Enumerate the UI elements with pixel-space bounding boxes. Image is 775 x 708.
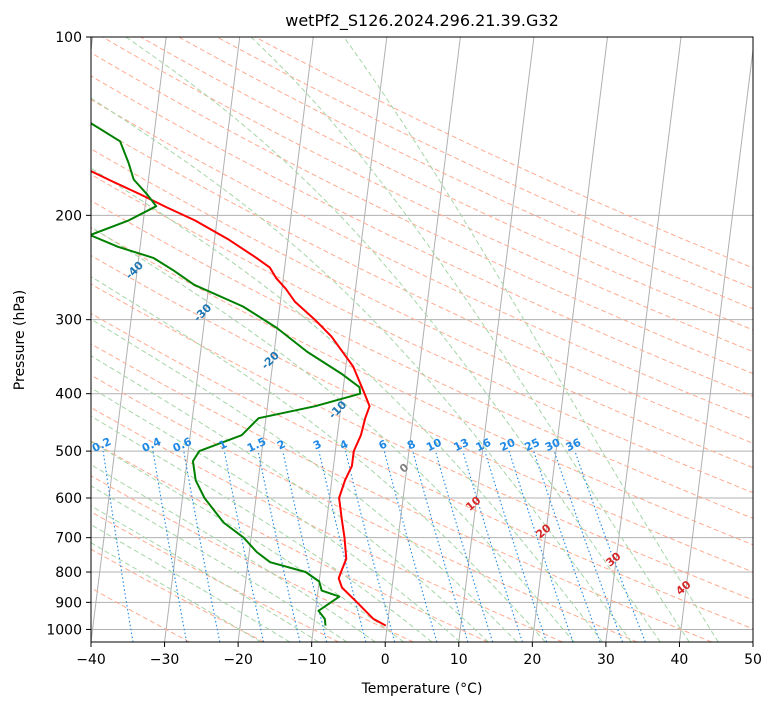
x-tick-label: 40 [671,652,689,668]
x-tick-label: −10 [297,652,327,668]
mixing-ratio-label: 13 [452,436,471,454]
mixing-ratio-line [102,451,134,642]
x-tick-label: 0 [381,652,390,668]
y-tick-label: 600 [55,491,82,507]
mixing-ratio-label: 25 [523,436,542,454]
dry-adiabat-line [91,440,489,642]
moist-adiabat-line [343,37,719,642]
y-tick-label: 500 [55,444,82,460]
dry-adiabat-line [91,406,563,642]
moist-adiabat-line [91,226,575,642]
isotherm-line [605,37,682,642]
dry-adiabat-line [91,148,753,469]
dry-adiabat-line [91,173,753,494]
mixing-ratio-label: 20 [498,436,518,454]
mixing-ratio-line [462,450,524,642]
temperature-profile-line [91,170,387,627]
mixing-ratio-line [484,450,548,642]
isotherm-line [678,45,753,642]
moist-adiabat-line [91,167,603,642]
moist-adiabat-line [125,37,661,642]
moist-adiabat-line [91,318,518,642]
isotherm-line [531,37,608,642]
y-tick-label: 800 [55,565,82,581]
moist-adiabat-line [91,415,433,642]
y-tick-label: 1000 [46,622,82,638]
dry-adiabat-line [91,52,753,375]
y-tick-label: 200 [55,208,82,224]
y-tick-label: 400 [55,387,82,403]
mixing-ratio-line [282,450,328,642]
moist-adiabat-line [91,524,291,642]
chart-title: wetPf2_S126.2024.296.21.39.G32 [285,11,559,31]
moist-adiabat-line [250,37,690,642]
moist-adiabat-line [91,542,262,642]
y-tick-label: 300 [55,313,82,329]
sounding-curves [91,122,387,627]
isotherm-line [164,37,241,642]
y-tick-label: 900 [55,595,82,611]
mixing-ratio-line [533,450,601,642]
moist-adiabat-line [91,387,461,642]
dry-adiabat-line [216,37,753,289]
mixing-ratio-line [344,450,396,642]
dry-adiabat-line [91,200,753,519]
moist-adiabat-line [91,441,404,642]
mixing-ratio-line [318,450,367,642]
mixing-ratio-line [553,450,624,642]
dry-adiabat-line [91,548,265,642]
x-tick-label: −20 [223,652,253,668]
x-tick-label: 20 [523,652,541,668]
x-axis-label: Temperature (°C) [361,681,483,697]
mixing-ratio-line [508,450,574,642]
x-tick-label: 50 [744,652,762,668]
dry-adiabat-line [178,37,753,310]
mixing-ratio-line [412,450,469,642]
isotherm-line [237,37,314,642]
moist-adiabat-line [91,464,376,642]
mixing-ratio-label: 30 [543,436,563,454]
y-tick-label: 700 [55,531,82,547]
background-lines [91,37,753,642]
plot-area [91,37,753,642]
mixing-ratio-line [183,451,221,642]
moist-adiabat-line [91,276,546,642]
x-tick-label: −30 [150,652,180,668]
mixing-ratio-label: 16 [474,436,494,454]
isotherm-line [384,37,461,642]
mixing-ratio-line [434,450,494,642]
y-tick-label: 100 [55,30,82,46]
x-tick-label: 30 [597,652,615,668]
mixing-ratio-label: 10 [424,436,444,454]
mixing-ratio-line [257,450,301,642]
axis-ticks: −40 −30 −20 −10 0 10 20 30 40 50 100 200 300 400 500 60… [46,30,762,668]
isotherm-line [458,37,535,642]
mixing-ratio-label: 36 [564,436,584,454]
mixing-ratio-line [223,451,265,642]
x-tick-label: 10 [450,652,468,668]
isotherm-line [91,37,167,642]
dry-adiabat-line [91,587,190,642]
dry-adiabat-line [91,227,753,546]
dry-adiabat-line [91,312,753,630]
moist-adiabat-line [91,485,348,642]
plot-frame [90,36,754,643]
y-axis-label: Pressure (hPa) [12,290,28,390]
mixing-ratio-line [574,450,646,642]
x-tick-label: −40 [76,652,106,668]
dry-adiabat-line [140,37,753,331]
dewpoint-profile-line [91,122,362,626]
dry-adiabat-line [102,37,753,353]
moist-adiabat-line [91,97,632,642]
mixing-ratio-line [383,450,438,642]
dry-adiabat-line [91,475,414,642]
